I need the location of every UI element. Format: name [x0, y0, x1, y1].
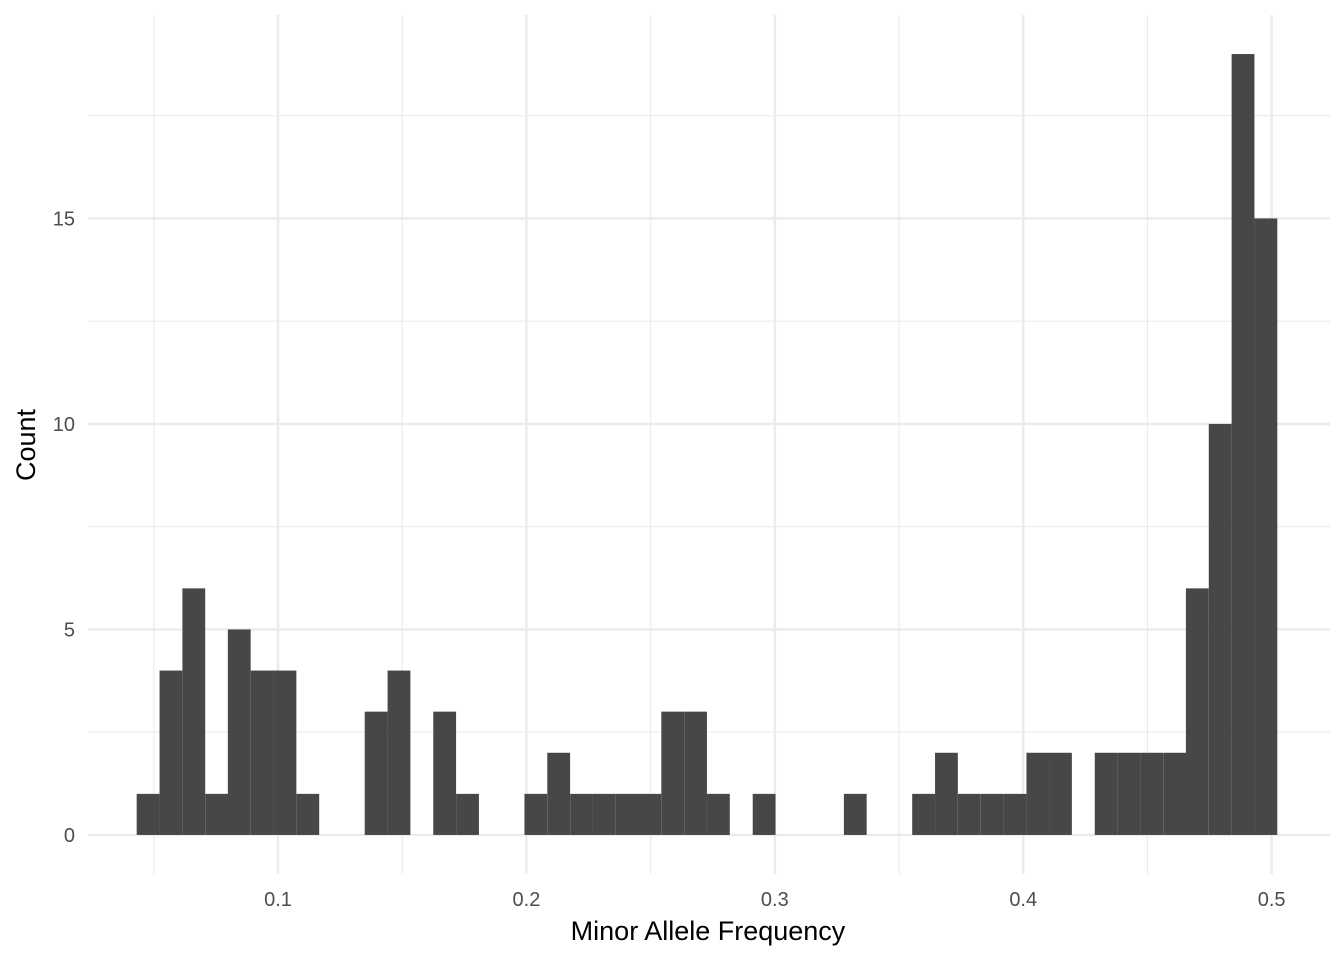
histogram-bar — [1140, 752, 1164, 835]
histogram-bar — [1049, 752, 1072, 835]
histogram-bar — [707, 793, 730, 835]
histogram-bar — [570, 793, 593, 835]
histogram-bar — [592, 793, 616, 835]
histogram-bar — [661, 711, 685, 835]
histogram-bar — [1254, 218, 1278, 835]
histogram-bar — [957, 793, 981, 835]
histogram-bar — [1094, 752, 1118, 835]
y-tick-label: 15 — [53, 208, 75, 230]
histogram-bar — [159, 670, 183, 835]
histogram-bar — [1026, 752, 1050, 835]
histogram-bar — [1231, 54, 1255, 835]
histogram-bar — [912, 793, 935, 835]
histogram-bar — [387, 670, 411, 835]
histogram-bar — [843, 793, 867, 835]
histogram-bar — [182, 588, 206, 835]
x-tick-label: 0.3 — [761, 889, 789, 911]
y-axis-tick-labels: 0 5 10 15 — [53, 208, 75, 847]
histogram-bar — [1117, 752, 1141, 835]
x-tick-label: 0.5 — [1258, 889, 1286, 911]
histogram-bar — [524, 793, 548, 835]
histogram-bar — [1185, 588, 1209, 835]
histogram-bar — [980, 793, 1004, 835]
x-axis-title: Minor Allele Frequency — [571, 916, 846, 946]
x-tick-label: 0.4 — [1009, 889, 1037, 911]
histogram-bar — [296, 793, 320, 835]
histogram-bar — [136, 793, 160, 835]
histogram-bar — [456, 793, 479, 835]
histogram-bar — [1163, 752, 1187, 835]
histogram-bar — [752, 793, 776, 835]
histogram-bar — [547, 752, 571, 835]
histogram-bar — [433, 711, 457, 835]
histogram-bar — [205, 793, 229, 835]
histogram-bar — [935, 752, 958, 835]
y-tick-label: 10 — [53, 414, 75, 436]
histogram-bar — [227, 629, 251, 835]
histogram-bar — [684, 711, 707, 835]
histogram-bar — [273, 670, 297, 835]
histogram-bar — [1003, 793, 1027, 835]
x-axis-tick-labels: 0.1 0.2 0.3 0.4 0.5 — [264, 889, 1285, 911]
histogram-bar — [638, 793, 662, 835]
histogram-bars — [136, 54, 1278, 835]
histogram-bar — [1208, 423, 1232, 835]
x-tick-label: 0.1 — [264, 889, 292, 911]
histogram-bar — [364, 711, 388, 835]
y-tick-label: 0 — [64, 825, 75, 847]
y-tick-label: 5 — [64, 619, 75, 641]
x-tick-label: 0.2 — [513, 889, 541, 911]
y-axis-title: Count — [11, 408, 41, 481]
histogram-bar — [615, 793, 639, 835]
histogram-bar — [250, 670, 274, 835]
